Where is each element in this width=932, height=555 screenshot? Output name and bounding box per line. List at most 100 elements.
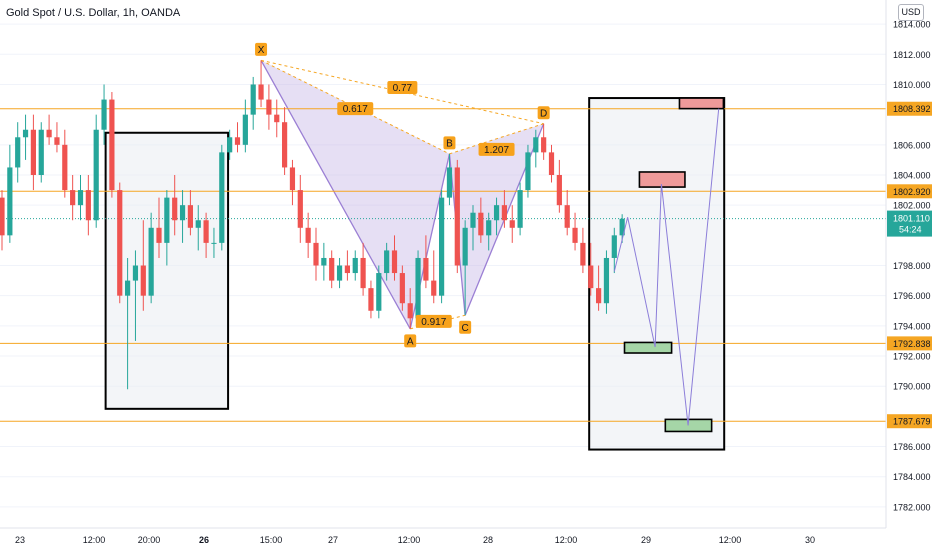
price-tick: 1806.000 — [893, 140, 931, 150]
price-axis[interactable]: 1814.000 1812.000 1810.000 1806.000 1804.000… — [885, 0, 932, 550]
candle-body — [415, 257, 421, 319]
price-axis-bg — [886, 0, 932, 550]
time-tick: 27 — [328, 535, 338, 545]
candle-body — [77, 190, 84, 206]
candle-body — [478, 212, 484, 236]
candle-body — [556, 174, 562, 206]
candle-body — [384, 250, 390, 274]
point-label-b-bg — [443, 136, 456, 150]
range-box-1[interactable] — [104, 131, 230, 410]
candle-body — [282, 122, 288, 168]
candle-body — [85, 190, 91, 221]
range-box-2[interactable] — [588, 97, 726, 451]
target-zone-buy[interactable] — [623, 341, 673, 354]
candle-body — [321, 257, 327, 266]
candle-body — [517, 190, 523, 228]
candle-body — [541, 137, 547, 153]
level-tag: 1792.838 — [893, 339, 931, 349]
candle-body — [164, 197, 170, 243]
candlesticks — [0, 60, 625, 390]
price-tick: 1812.000 — [893, 50, 931, 60]
candle-body — [368, 288, 374, 311]
point-label-d-bg — [537, 106, 550, 120]
price-tick: 1804.000 — [893, 170, 931, 180]
time-tick: 29 — [641, 535, 651, 545]
ratio-label-bg — [415, 314, 452, 328]
projection-line[interactable] — [613, 108, 720, 426]
time-tick: 12:00 — [719, 535, 742, 545]
candle-body — [30, 129, 36, 175]
candle-body — [140, 265, 146, 296]
ratio-label: 1.207 — [484, 145, 509, 156]
price-tick: 1802.000 — [893, 201, 931, 211]
level-tag: 1802.920 — [893, 187, 931, 197]
candle-body — [179, 205, 186, 221]
candle-body — [603, 257, 610, 304]
candle-body — [266, 99, 272, 115]
candle-body — [588, 265, 594, 289]
candle-body — [611, 235, 617, 258]
countdown-timer: 54:24 — [899, 225, 922, 235]
ratio-label: 0.617 — [343, 104, 368, 115]
point-label-b: B — [446, 138, 453, 149]
ratio-label-bg — [337, 102, 374, 116]
candle-body — [148, 227, 154, 296]
candle-body — [22, 129, 29, 138]
price-tick: 1796.000 — [893, 291, 931, 301]
target-zone-sell[interactable] — [678, 97, 725, 110]
point-label-d: D — [540, 108, 547, 119]
candle-body — [336, 265, 343, 281]
candle-body — [572, 227, 578, 243]
candle-body — [470, 212, 476, 228]
candle-body — [93, 129, 99, 221]
candle-body — [376, 273, 382, 311]
candle-body — [313, 242, 319, 266]
current-price-tag-bg — [887, 210, 932, 237]
price-tick: 1792.000 — [893, 352, 931, 362]
candle-body — [70, 190, 76, 206]
time-axis[interactable]: 23 12:00 20:00 26 15:00 27 12:00 28 12:00 29 12:00… — [0, 527, 886, 545]
time-tick: 30 — [805, 535, 815, 545]
candle-body — [305, 227, 311, 243]
candle-body — [38, 129, 44, 175]
price-tick: 1810.000 — [893, 80, 931, 90]
target-zone-sell[interactable] — [638, 171, 686, 188]
chart-title: Gold Spot / U.S. Dollar, 1h, OANDA — [6, 7, 181, 19]
pattern-ratio-line — [260, 59, 450, 155]
price-tick: 1794.000 — [893, 321, 931, 331]
candle-body — [258, 84, 264, 100]
candle-body — [596, 288, 602, 304]
rectangle-drawings[interactable] — [104, 97, 726, 451]
candle-body — [7, 167, 13, 236]
horizontal-levels[interactable] — [0, 108, 886, 422]
candle-body — [446, 167, 453, 198]
pattern-ratio-line — [449, 123, 544, 155]
candle-body — [125, 280, 131, 296]
current-price-tag: 1801.110 — [893, 214, 930, 224]
time-tick: 28 — [483, 535, 493, 545]
candle-body — [525, 152, 531, 191]
candle-body — [274, 114, 280, 123]
candle-body — [344, 265, 350, 274]
time-tick: 23 — [15, 535, 25, 545]
time-tick: 12:00 — [398, 535, 421, 545]
currency-button[interactable]: USD — [898, 4, 924, 21]
candle-body — [564, 205, 570, 228]
price-tick: 1784.000 — [893, 472, 931, 482]
ratio-label: 0.917 — [421, 317, 446, 328]
candle-body — [439, 197, 445, 296]
candle-body — [211, 242, 217, 244]
level-tag: 1787.679 — [893, 417, 931, 427]
candle-body — [227, 137, 233, 153]
ratio-label: 0.77 — [393, 83, 413, 94]
candle-body — [493, 205, 500, 221]
candle-body — [407, 303, 413, 319]
candle-body — [132, 265, 139, 281]
pattern-triangle-xab[interactable] — [261, 60, 450, 329]
level-tag: 1808.392 — [893, 104, 931, 114]
projection-path[interactable] — [613, 97, 725, 433]
candle-body — [360, 257, 366, 289]
level-tag-bg — [887, 414, 932, 429]
